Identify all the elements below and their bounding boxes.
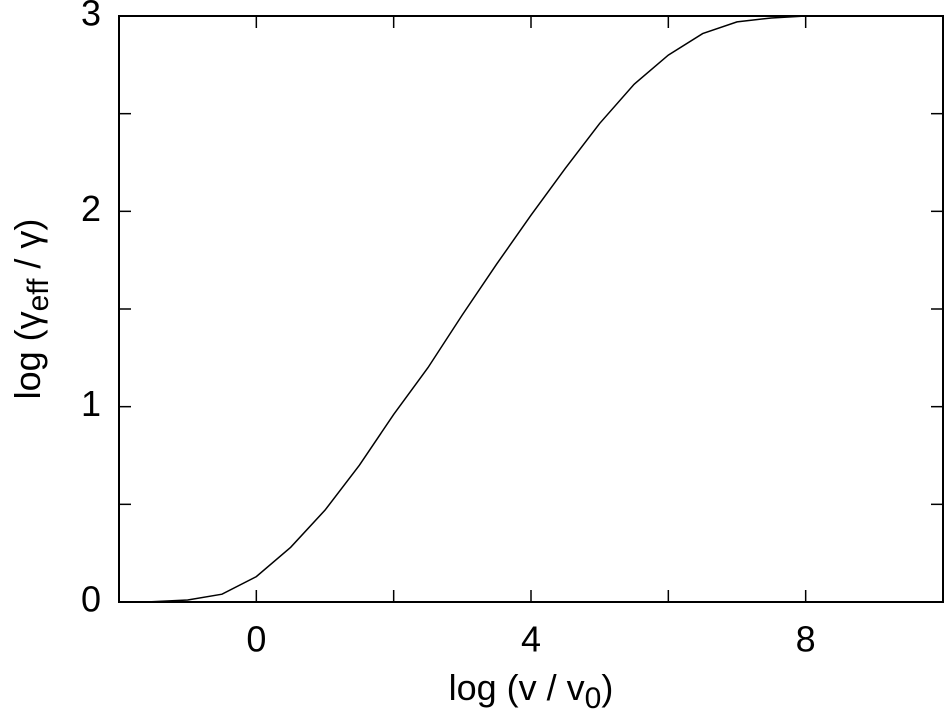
y-tick-label: 0 (81, 579, 101, 620)
x-label-main: log (v / v (449, 667, 585, 708)
plot-frame (118, 15, 944, 603)
y-tick-label: 2 (81, 188, 101, 229)
x-label-tail: ) (601, 667, 613, 708)
y-tick-label: 1 (81, 383, 101, 424)
y-label-main: log (γ (7, 311, 48, 399)
data-line (146, 15, 806, 603)
y-tick-label: 3 (81, 0, 101, 34)
y-axis-label: log (γeff / γ) (7, 219, 55, 400)
y-label-sub: eff (22, 278, 55, 311)
x-axis-label: log (v / v0) (449, 667, 614, 715)
x-tick-label: 4 (521, 619, 541, 660)
x-tick-label: 8 (796, 619, 816, 660)
x-label-sub: 0 (585, 682, 602, 715)
y-label-tail: / γ) (7, 219, 48, 279)
x-tick-label: 0 (246, 619, 266, 660)
